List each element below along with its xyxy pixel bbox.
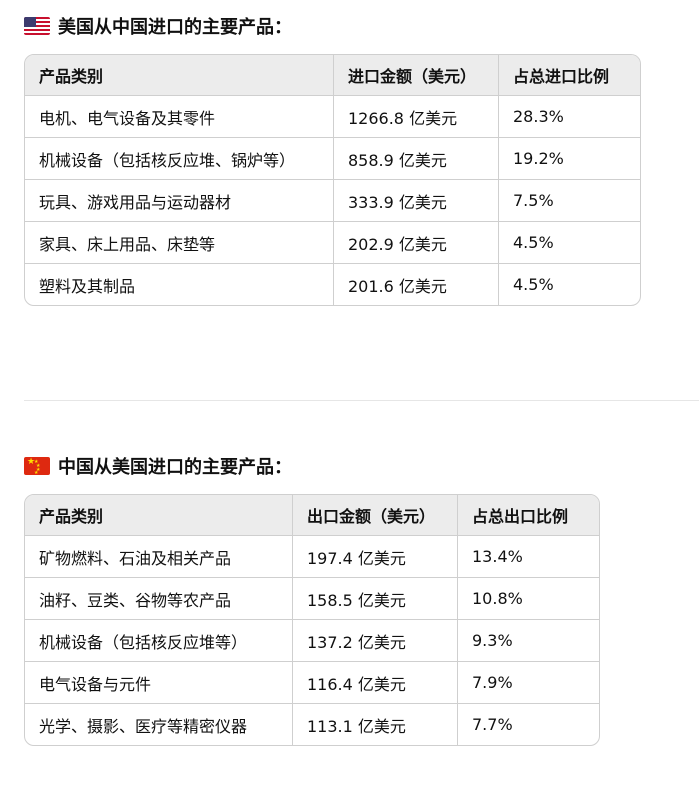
us-flag-icon [24,17,50,35]
table-cell: 7.7% [457,703,599,745]
column-header: 产品类别 [25,55,334,96]
table-cell: 油籽、豆类、谷物等农产品 [25,577,293,620]
table-cell: 7.5% [498,179,640,222]
section-divider [24,400,699,401]
cn-imports-heading: ★ ★ ★ ★ ★ 中国从美国进口的主要产品： [24,450,600,482]
table-cell: 10.8% [457,577,599,620]
table-cell: 1266.8 亿美元 [333,95,499,138]
table-row: 家具、床上用品、床垫等 202.9 亿美元 4.5% [25,221,640,264]
table-row: 电气设备与元件 116.4 亿美元 7.9% [25,661,599,704]
us-imports-table: 产品类别 进口金额（美元） 占总进口比例 电机、电气设备及其零件 1266.8 … [24,54,641,306]
us-imports-section: 美国从中国进口的主要产品： 产品类别 进口金额（美元） 占总进口比例 电机、电气… [24,10,641,306]
table-cell: 矿物燃料、石油及相关产品 [25,535,293,578]
table-cell: 197.4 亿美元 [292,535,458,578]
table-cell: 201.6 亿美元 [333,263,499,305]
us-imports-title: 美国从中国进口的主要产品： [58,17,292,38]
table-cell: 28.3% [498,95,640,138]
table-cell: 4.5% [498,263,640,305]
cn-imports-section: ★ ★ ★ ★ ★ 中国从美国进口的主要产品： 产品类别 出口金额（美元） 占总出口比例… [24,450,600,746]
table-row: 光学、摄影、医疗等精密仪器 113.1 亿美元 7.7% [25,703,599,745]
table-cell: 电机、电气设备及其零件 [25,95,334,138]
table-cell: 113.1 亿美元 [292,703,458,745]
table-cell: 116.4 亿美元 [292,661,458,704]
cn-imports-table: 产品类别 出口金额（美元） 占总出口比例 矿物燃料、石油及相关产品 197.4 … [24,494,600,746]
table-cell: 202.9 亿美元 [333,221,499,264]
table-cell: 玩具、游戏用品与运动器材 [25,179,334,222]
column-header: 占总进口比例 [498,55,640,96]
table-row: 机械设备（包括核反应堆、锅炉等） 858.9 亿美元 19.2% [25,137,640,180]
table-cell: 4.5% [498,221,640,264]
table-row: 玩具、游戏用品与运动器材 333.9 亿美元 7.5% [25,179,640,222]
table-cell: 机械设备（包括核反应堆等） [25,619,293,662]
table-cell: 塑料及其制品 [25,263,334,305]
table-cell: 电气设备与元件 [25,661,293,704]
china-flag-icon: ★ ★ ★ ★ ★ [24,457,50,475]
table-cell: 858.9 亿美元 [333,137,499,180]
column-header: 占总出口比例 [457,495,599,536]
table-row: 矿物燃料、石油及相关产品 197.4 亿美元 13.4% [25,535,599,578]
cn-imports-title: 中国从美国进口的主要产品： [58,457,292,478]
table-header-row: 产品类别 进口金额（美元） 占总进口比例 [25,55,640,96]
table-cell: 19.2% [498,137,640,180]
column-header: 出口金额（美元） [292,495,458,536]
table-row: 油籽、豆类、谷物等农产品 158.5 亿美元 10.8% [25,577,599,620]
table-header-row: 产品类别 出口金额（美元） 占总出口比例 [25,495,599,536]
column-header: 进口金额（美元） [333,55,499,96]
table-cell: 9.3% [457,619,599,662]
table-cell: 家具、床上用品、床垫等 [25,221,334,264]
table-cell: 137.2 亿美元 [292,619,458,662]
table-cell: 158.5 亿美元 [292,577,458,620]
table-row: 电机、电气设备及其零件 1266.8 亿美元 28.3% [25,95,640,138]
table-cell: 机械设备（包括核反应堆、锅炉等） [25,137,334,180]
table-row: 塑料及其制品 201.6 亿美元 4.5% [25,263,640,305]
table-cell: 13.4% [457,535,599,578]
table-cell: 光学、摄影、医疗等精密仪器 [25,703,293,745]
us-imports-heading: 美国从中国进口的主要产品： [24,10,641,42]
table-cell: 7.9% [457,661,599,704]
table-row: 机械设备（包括核反应堆等） 137.2 亿美元 9.3% [25,619,599,662]
table-cell: 333.9 亿美元 [333,179,499,222]
column-header: 产品类别 [25,495,293,536]
